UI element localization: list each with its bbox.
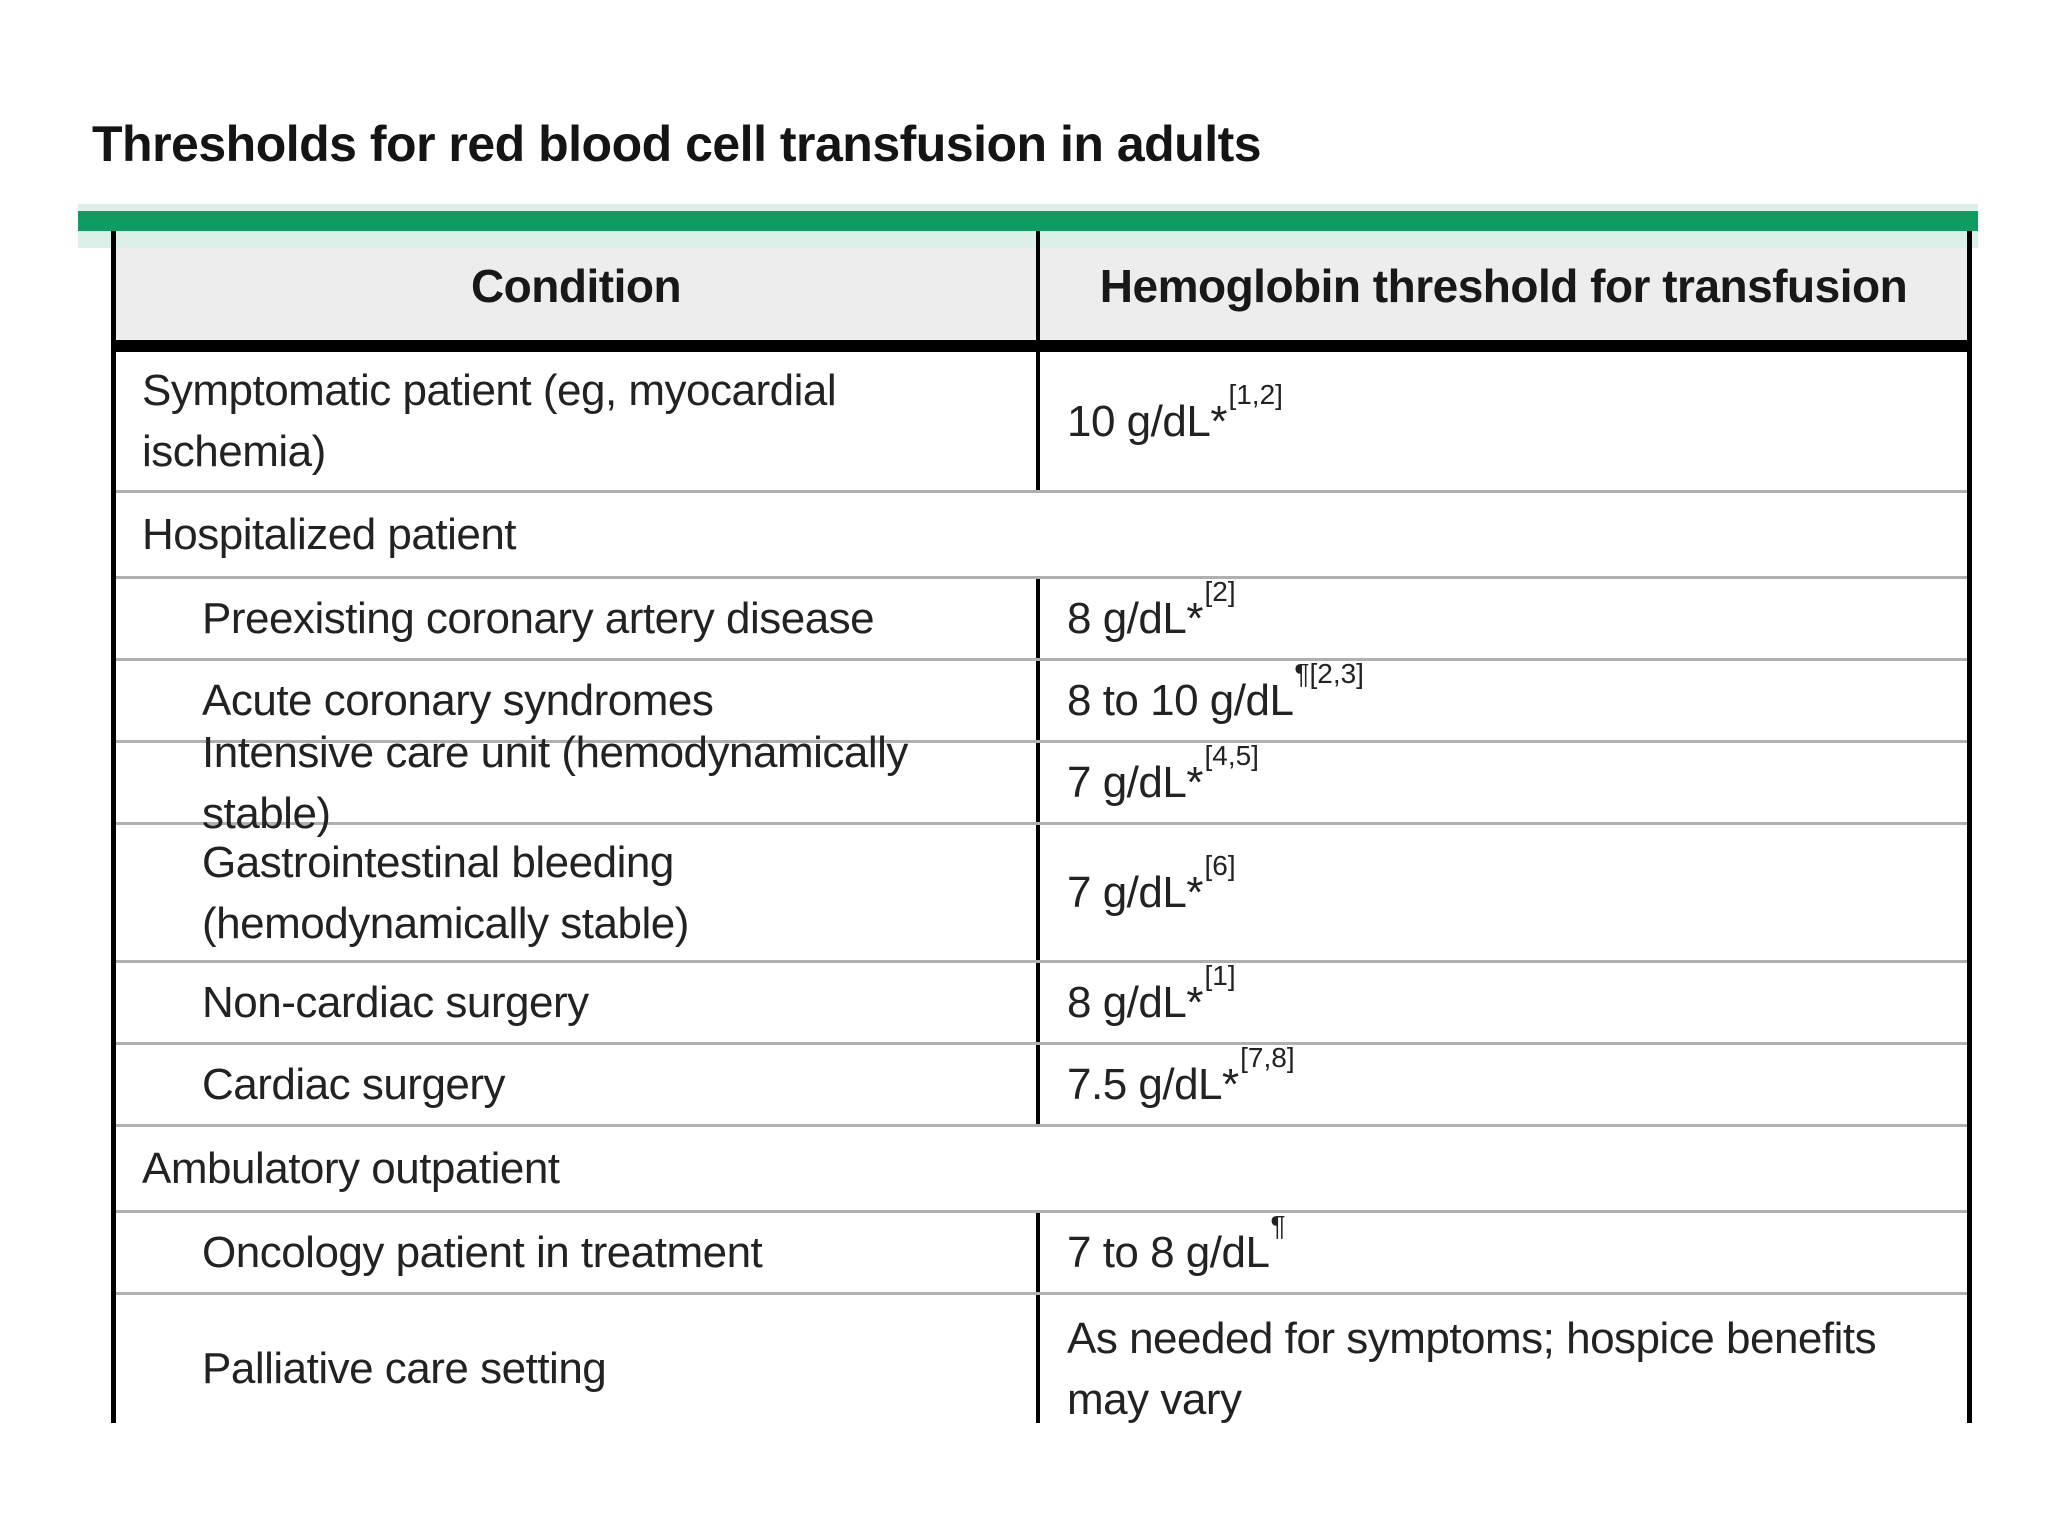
pilcrow-reference-marker: ¶ <box>1270 1210 1286 1242</box>
table-row: Symptomatic patient (eg, myocardial isch… <box>116 352 1967 490</box>
table-row: Cardiac surgery 7.5 g/dL*[7,8] <box>116 1042 1967 1124</box>
threshold-value-cell: 7 g/dL*[4,5] <box>1036 740 1967 822</box>
table-row: Acute coronary syndromes 8 to 10 g/dL¶[2,… <box>116 658 1967 740</box>
threshold-value-text: 7 g/dL*[4,5] <box>1067 740 1259 807</box>
threshold-value-text: As needed for symptoms; hospice benefits… <box>1067 1313 1877 1424</box>
condition-text: Symptomatic patient (eg, myocardial isch… <box>142 366 837 476</box>
asterisk-footnote-marker: * <box>1210 396 1228 446</box>
reference-marker: [6] <box>1204 850 1236 882</box>
condition-text: Oncology patient in treatment <box>202 1228 763 1277</box>
threshold-value-text: 8 to 10 g/dL¶[2,3] <box>1067 658 1364 725</box>
asterisk-footnote-marker: * <box>1186 868 1204 917</box>
table-row: Non-cardiac surgery 8 g/dL*[1] <box>116 960 1967 1042</box>
threshold-value-cell: 7 g/dL*[6] <box>1036 825 1967 960</box>
condition-text: Palliative care setting <box>202 1344 607 1393</box>
column-header-hemoglobin-threshold: Hemoglobin threshold for transfusion <box>1036 231 1967 340</box>
threshold-value-text: 8 g/dL*[1] <box>1067 960 1236 1027</box>
reference-marker: [1,2] <box>1228 378 1283 410</box>
reference-marker: [7,8] <box>1240 1042 1295 1074</box>
reference-marker: [4,5] <box>1204 740 1259 772</box>
reference-marker: [2] <box>1204 576 1236 608</box>
asterisk-footnote-marker: * <box>1186 594 1204 643</box>
table-row: Intensive care unit (hemodynamically sta… <box>116 728 1967 838</box>
condition-cell: Preexisting coronary artery disease <box>116 579 1036 658</box>
condition-text: Preexisting coronary artery disease <box>202 594 875 643</box>
asterisk-footnote-marker: * <box>1222 1060 1240 1109</box>
reference-marker: [1] <box>1204 960 1236 992</box>
threshold-value-cell: 10 g/dL*[1,2] <box>1036 352 1967 490</box>
threshold-value-cell: 8 g/dL*[2] <box>1036 576 1967 658</box>
table-row: Oncology patient in treatment 7 to 8 g/dL… <box>116 1210 1967 1292</box>
condition-cell: Intensive care unit (hemodynamically sta… <box>116 728 1036 838</box>
asterisk-footnote-marker: * <box>1186 978 1204 1027</box>
condition-cell: Oncology patient in treatment <box>116 1213 1036 1292</box>
threshold-value-text: 8 g/dL*[2] <box>1067 576 1236 643</box>
condition-text: Intensive care unit (hemodynamically sta… <box>202 727 908 838</box>
threshold-value-cell: 7.5 g/dL*[7,8] <box>1036 1042 1967 1124</box>
condition-cell: Palliative care setting <box>116 1295 1036 1423</box>
condition-text: Gastrointestinal bleeding (hemodynamical… <box>202 837 689 948</box>
threshold-value-text: 7.5 g/dL*[7,8] <box>1067 1042 1295 1109</box>
transfusion-thresholds-table: Condition Hemoglobin threshold for trans… <box>111 231 1972 1423</box>
threshold-value-text: 7 to 8 g/dL¶ <box>1067 1210 1286 1277</box>
page-title: Thresholds for red blood cell transfusio… <box>92 116 1262 172</box>
condition-cell: Symptomatic patient (eg, myocardial isch… <box>116 352 1036 490</box>
pilcrow-reference-marker: ¶[2,3] <box>1294 658 1364 690</box>
table-row: Palliative care setting As needed for sym… <box>116 1292 1967 1423</box>
condition-cell: Gastrointestinal bleeding (hemodynamical… <box>116 825 1036 960</box>
condition-text: Acute coronary syndromes <box>202 676 714 725</box>
section-label: Hospitalized patient <box>142 510 517 559</box>
table-header-row: Condition Hemoglobin threshold for trans… <box>116 231 1967 352</box>
table-row: Preexisting coronary artery disease 8 g/d… <box>116 576 1967 658</box>
section-row: Ambulatory outpatient <box>116 1124 1967 1210</box>
section-row: Hospitalized patient <box>116 490 1967 576</box>
condition-text: Non-cardiac surgery <box>202 978 589 1027</box>
condition-cell: Acute coronary syndromes <box>116 661 1036 740</box>
condition-text: Cardiac surgery <box>202 1060 506 1109</box>
asterisk-footnote-marker: * <box>1186 758 1204 807</box>
threshold-value-text: 7 g/dL*[6] <box>1067 850 1236 917</box>
column-header-condition: Condition <box>470 259 682 312</box>
threshold-value-cell: 8 g/dL*[1] <box>1036 960 1967 1042</box>
threshold-value-cell: 7 to 8 g/dL¶ <box>1036 1210 1967 1292</box>
condition-cell: Non-cardiac surgery <box>116 963 1036 1042</box>
section-label: Ambulatory outpatient <box>142 1144 560 1193</box>
accent-bar <box>78 211 1978 231</box>
threshold-value-cell: As needed for symptoms; hospice benefits… <box>1036 1295 1967 1423</box>
accent-bar-tint-top <box>78 204 1978 211</box>
condition-cell: Cardiac surgery <box>116 1045 1036 1124</box>
threshold-value-cell: 8 to 10 g/dL¶[2,3] <box>1036 658 1967 740</box>
table-body: Symptomatic patient (eg, myocardial isch… <box>116 352 1967 1423</box>
table-row: Gastrointestinal bleeding (hemodynamical… <box>116 822 1967 960</box>
threshold-value-text: 10 g/dL*[1,2] <box>1067 378 1283 446</box>
